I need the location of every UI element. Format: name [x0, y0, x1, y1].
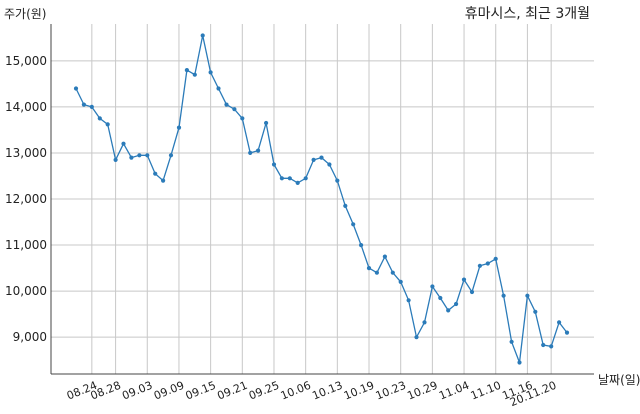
series-points — [73, 33, 570, 365]
x-tick-label: 09.09 — [152, 379, 186, 403]
data-point — [430, 284, 435, 289]
data-point — [129, 155, 134, 160]
x-axis-ticks: 08.2408.2809.0309.0909.1509.2109.2510.06… — [65, 379, 558, 409]
data-point — [335, 178, 340, 183]
data-point — [89, 104, 94, 109]
data-point — [264, 120, 269, 126]
data-point — [113, 157, 118, 162]
data-point — [517, 360, 522, 365]
data-point — [390, 270, 395, 275]
data-point — [224, 102, 229, 107]
y-tick-label: 9,000 — [13, 330, 47, 344]
data-point — [485, 261, 490, 266]
data-point — [176, 125, 182, 130]
data-point — [208, 70, 213, 75]
data-point — [311, 157, 316, 162]
data-point — [343, 203, 348, 208]
data-point — [287, 176, 292, 181]
y-tick-label: 14,000 — [5, 100, 47, 114]
data-point — [232, 107, 237, 112]
data-point — [200, 33, 205, 38]
data-point — [549, 344, 554, 349]
data-point — [216, 86, 221, 91]
x-tick-label: 10.23 — [374, 379, 408, 403]
data-point — [422, 320, 427, 325]
y-axis-ticks: 9,000 10,000 11,000 12,000 13,000 14,000 15,00… — [5, 54, 47, 344]
data-point — [557, 320, 562, 325]
data-point — [461, 277, 467, 282]
data-point — [398, 279, 403, 284]
data-point — [303, 176, 308, 181]
data-point — [525, 293, 530, 298]
data-point — [295, 180, 300, 185]
grid — [51, 24, 594, 374]
data-point — [192, 72, 197, 77]
y-tick-label: 13,000 — [5, 146, 47, 160]
data-point — [438, 295, 443, 301]
x-tick-label: 10.13 — [310, 379, 344, 403]
data-point — [248, 150, 253, 155]
data-point — [477, 263, 482, 268]
y-tick-label: 11,000 — [5, 238, 47, 252]
data-point — [454, 301, 459, 307]
data-point — [359, 243, 364, 248]
data-point — [446, 308, 451, 313]
y-tick-label: 10,000 — [5, 284, 47, 298]
data-point — [493, 256, 498, 261]
data-point — [256, 148, 261, 153]
data-point — [406, 298, 411, 303]
x-tick-label: 20.11.20 — [508, 379, 558, 409]
x-tick-label: 09.15 — [184, 379, 218, 403]
data-point — [414, 335, 419, 340]
x-tick-label: 11.04 — [437, 379, 471, 403]
y-axis-label: 주가(원) — [4, 7, 46, 21]
data-point — [541, 342, 546, 348]
x-tick-label: 10.19 — [342, 379, 376, 403]
data-point — [319, 155, 324, 160]
data-point — [73, 86, 79, 91]
data-point — [105, 122, 110, 127]
x-tick-label: 09.25 — [247, 379, 281, 403]
data-point — [137, 153, 142, 158]
data-point — [240, 116, 245, 121]
data-point — [351, 222, 356, 227]
data-point — [374, 270, 379, 275]
y-tick-label: 15,000 — [5, 54, 47, 68]
data-point — [184, 68, 189, 73]
data-point — [121, 141, 126, 146]
x-tick-label: 10.29 — [405, 379, 439, 403]
axes — [50, 24, 594, 375]
chart-title: 휴마시스, 최근 3개월 — [465, 6, 590, 22]
data-point — [366, 266, 372, 271]
y-tick-label: 12,000 — [5, 192, 47, 206]
data-point — [81, 102, 86, 107]
data-point — [161, 178, 166, 183]
data-point — [509, 339, 514, 344]
data-point — [501, 293, 506, 298]
x-tick-label: 09.21 — [215, 379, 249, 403]
x-tick-label: 09.03 — [120, 379, 154, 403]
data-point — [533, 309, 538, 314]
data-point — [145, 153, 150, 158]
data-point — [97, 116, 102, 121]
x-tick-label: 11.10 — [469, 379, 503, 403]
x-tick-label: 10.06 — [279, 379, 313, 403]
data-point — [469, 289, 475, 295]
data-point — [382, 254, 387, 259]
x-axis-label: 날짜(일) — [598, 373, 640, 387]
data-point — [279, 176, 284, 181]
data-point — [564, 330, 570, 335]
data-point — [271, 162, 277, 167]
data-point — [168, 153, 174, 158]
data-point — [327, 162, 332, 167]
data-point — [153, 171, 158, 176]
